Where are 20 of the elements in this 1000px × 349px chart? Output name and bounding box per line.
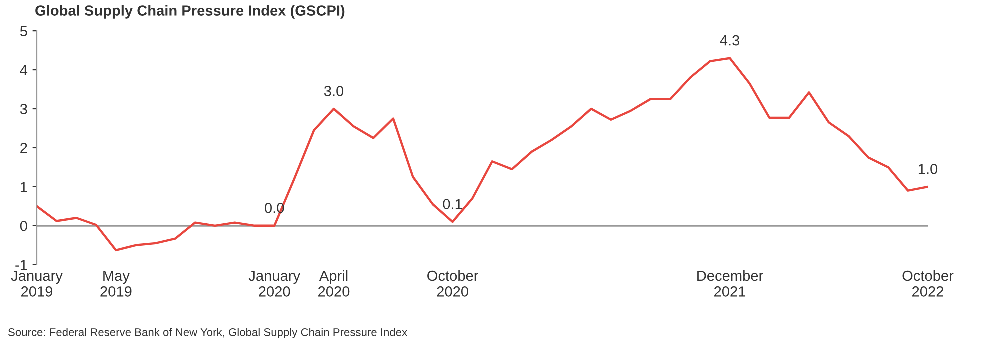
x-tick-label: May 2019 <box>100 270 132 297</box>
x-tick-label: April 2020 <box>318 270 350 297</box>
y-tick-label: -1 <box>16 260 28 270</box>
data-label: 0.1 <box>443 199 462 210</box>
x-tick-label: January 2019 <box>11 270 63 297</box>
x-tick-label: December 2021 <box>698 270 764 297</box>
data-label: 3.0 <box>324 86 344 96</box>
y-tick-label: 2 <box>20 143 28 154</box>
x-tick-label: January 2020 <box>248 270 301 297</box>
y-tick-label: 0 <box>20 221 28 232</box>
y-tick-label: 3 <box>20 104 28 114</box>
x-tick-label: October 2022 <box>902 270 954 297</box>
y-tick-label: 5 <box>20 26 28 36</box>
source-note: Source: Federal Reserve Bank of New York, Global Supply Chain Pressure Index <box>8 328 408 339</box>
data-label: 4.3 <box>720 35 740 46</box>
data-label: 1.0 <box>918 164 938 174</box>
x-tick-label: October 2020 <box>428 270 478 297</box>
chart-title: Global Supply Chain Pressure Index (GSCPI) <box>36 5 345 19</box>
y-tick-label: 4 <box>20 65 28 76</box>
y-tick-label: 1 <box>20 182 28 192</box>
